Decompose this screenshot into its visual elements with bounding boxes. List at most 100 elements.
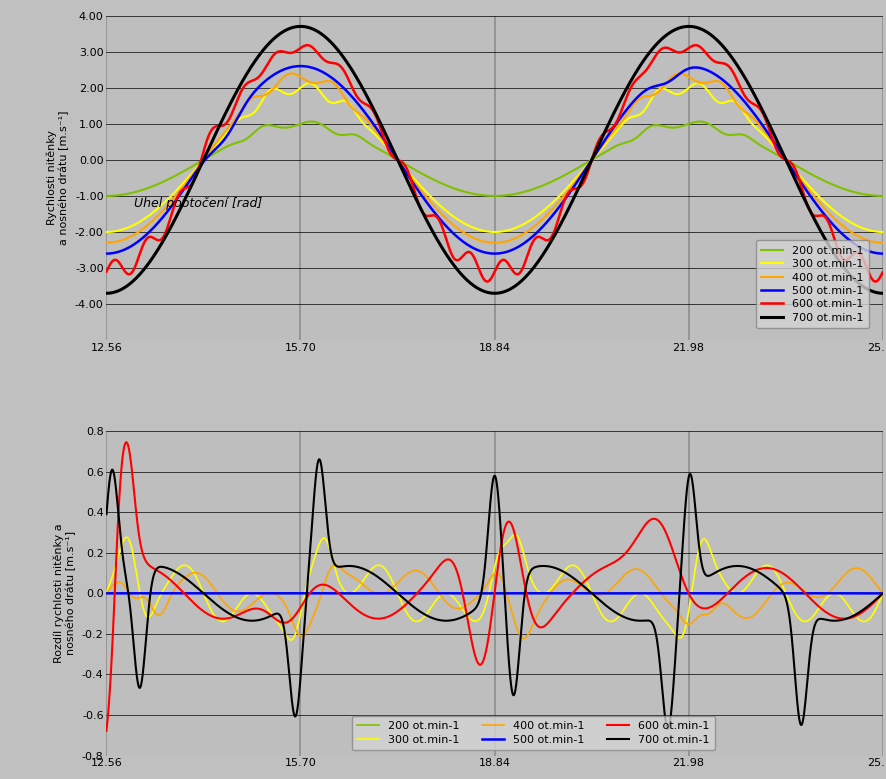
300 ot.min-1 xyxy=(101,227,112,237)
300 ot.min-1 xyxy=(397,161,408,171)
500 ot.min-1 xyxy=(586,589,596,598)
600 ot.min-1 xyxy=(101,726,112,735)
600 ot.min-1 xyxy=(869,277,880,286)
Line: 600 ot.min-1: 600 ot.min-1 xyxy=(106,442,882,731)
300 ot.min-1 xyxy=(101,588,112,597)
300 ot.min-1 xyxy=(242,590,253,600)
200 ot.min-1 xyxy=(398,589,408,598)
300 ot.min-1 xyxy=(509,530,520,539)
Line: 500 ot.min-1: 500 ot.min-1 xyxy=(106,66,882,254)
700 ot.min-1 xyxy=(314,455,324,464)
700 ot.min-1 xyxy=(101,509,112,519)
300 ot.min-1 xyxy=(304,79,315,88)
200 ot.min-1 xyxy=(397,158,408,167)
Line: 700 ot.min-1: 700 ot.min-1 xyxy=(106,26,882,293)
200 ot.min-1 xyxy=(605,144,616,153)
300 ot.min-1 xyxy=(285,636,296,645)
500 ot.min-1 xyxy=(876,589,886,598)
200 ot.min-1 xyxy=(566,588,577,597)
500 ot.min-1 xyxy=(101,589,112,598)
300 ot.min-1 xyxy=(605,132,616,142)
400 ot.min-1 xyxy=(397,573,408,582)
400 ot.min-1 xyxy=(101,589,112,598)
400 ot.min-1 xyxy=(101,238,112,248)
300 ot.min-1 xyxy=(739,109,750,118)
400 ot.min-1 xyxy=(605,130,616,139)
400 ot.min-1 xyxy=(517,633,528,643)
200 ot.min-1 xyxy=(242,588,253,597)
Line: 400 ot.min-1: 400 ot.min-1 xyxy=(106,73,882,243)
400 ot.min-1 xyxy=(876,238,886,248)
500 ot.min-1 xyxy=(566,589,577,598)
200 ot.min-1 xyxy=(566,167,577,176)
600 ot.min-1 xyxy=(739,91,750,100)
600 ot.min-1 xyxy=(242,79,253,88)
200 ot.min-1 xyxy=(680,120,690,129)
600 ot.min-1 xyxy=(680,46,690,55)
200 ot.min-1 xyxy=(182,588,192,597)
200 ot.min-1 xyxy=(101,191,112,200)
400 ot.min-1 xyxy=(566,576,577,585)
400 ot.min-1 xyxy=(242,97,253,107)
Line: 600 ot.min-1: 600 ot.min-1 xyxy=(106,45,882,281)
300 ot.min-1 xyxy=(242,111,253,121)
500 ot.min-1 xyxy=(680,65,690,75)
400 ot.min-1 xyxy=(876,588,886,597)
700 ot.min-1 xyxy=(566,573,577,582)
Legend: 200 ot.min-1, 300 ot.min-1, 400 ot.min-1, 500 ot.min-1, 600 ot.min-1, 700 ot.min: 200 ot.min-1, 300 ot.min-1, 400 ot.min-1… xyxy=(351,716,714,750)
700 ot.min-1 xyxy=(397,167,408,176)
Legend: 200 ot.min-1, 300 ot.min-1, 400 ot.min-1, 500 ot.min-1, 600 ot.min-1, 700 ot.min: 200 ot.min-1, 300 ot.min-1, 400 ot.min-1… xyxy=(755,241,868,328)
700 ot.min-1 xyxy=(876,288,886,298)
Line: 300 ot.min-1: 300 ot.min-1 xyxy=(106,534,882,640)
400 ot.min-1 xyxy=(330,560,340,569)
500 ot.min-1 xyxy=(262,589,273,598)
700 ot.min-1 xyxy=(605,605,616,614)
500 ot.min-1 xyxy=(242,97,253,106)
Y-axis label: Rozdíl rychlosti nitěnky a
nosného drátu [m.s⁻¹]: Rozdíl rychlosti nitěnky a nosného drátu… xyxy=(54,523,76,663)
200 ot.min-1 xyxy=(101,589,112,598)
600 ot.min-1 xyxy=(739,573,750,582)
200 ot.min-1 xyxy=(242,133,253,143)
600 ot.min-1 xyxy=(605,559,616,569)
400 ot.min-1 xyxy=(397,162,408,171)
700 ot.min-1 xyxy=(683,22,694,31)
300 ot.min-1 xyxy=(566,178,577,187)
200 ot.min-1 xyxy=(739,589,750,598)
700 ot.min-1 xyxy=(605,114,616,123)
700 ot.min-1 xyxy=(566,197,577,206)
600 ot.min-1 xyxy=(566,589,577,598)
400 ot.min-1 xyxy=(680,619,690,628)
500 ot.min-1 xyxy=(876,249,886,259)
400 ot.min-1 xyxy=(680,70,690,79)
700 ot.min-1 xyxy=(876,589,886,598)
700 ot.min-1 xyxy=(242,615,253,625)
500 ot.min-1 xyxy=(680,589,690,598)
200 ot.min-1 xyxy=(876,589,886,598)
Text: Uhel pootočení [rad]: Uhel pootočení [rad] xyxy=(134,197,261,210)
300 ot.min-1 xyxy=(876,590,886,599)
700 ot.min-1 xyxy=(662,724,672,734)
300 ot.min-1 xyxy=(397,601,408,611)
400 ot.min-1 xyxy=(739,613,750,622)
700 ot.min-1 xyxy=(242,68,253,77)
500 ot.min-1 xyxy=(566,185,577,194)
700 ot.min-1 xyxy=(680,496,690,506)
600 ot.min-1 xyxy=(397,158,408,167)
200 ot.min-1 xyxy=(344,589,354,598)
500 ot.min-1 xyxy=(397,589,408,598)
500 ot.min-1 xyxy=(101,249,112,259)
Line: 200 ot.min-1: 200 ot.min-1 xyxy=(106,122,882,196)
600 ot.min-1 xyxy=(876,589,886,598)
300 ot.min-1 xyxy=(605,617,616,626)
600 ot.min-1 xyxy=(689,41,700,50)
700 ot.min-1 xyxy=(739,562,750,572)
300 ot.min-1 xyxy=(739,584,750,594)
500 ot.min-1 xyxy=(605,126,616,136)
700 ot.min-1 xyxy=(101,288,112,298)
200 ot.min-1 xyxy=(739,131,750,140)
600 ot.min-1 xyxy=(101,267,112,277)
Line: 400 ot.min-1: 400 ot.min-1 xyxy=(106,565,882,638)
300 ot.min-1 xyxy=(566,561,577,570)
500 ot.min-1 xyxy=(739,97,750,107)
500 ot.min-1 xyxy=(295,62,306,71)
